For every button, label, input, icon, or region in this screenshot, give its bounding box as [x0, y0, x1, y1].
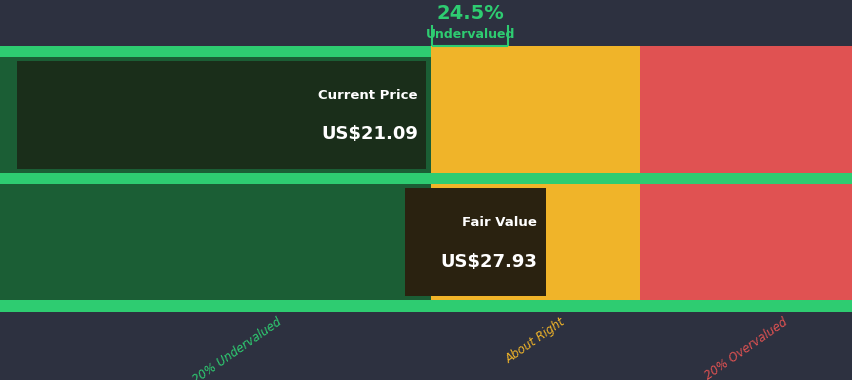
Bar: [430, 57, 639, 173]
Bar: [0, 57, 430, 173]
Text: Undervalued: Undervalued: [425, 28, 515, 41]
Bar: [17, 61, 426, 169]
Bar: [430, 184, 639, 300]
Text: US$21.09: US$21.09: [320, 125, 417, 143]
Text: US$27.93: US$27.93: [440, 253, 537, 271]
Text: 24.5%: 24.5%: [436, 4, 504, 23]
Bar: [430, 46, 639, 57]
Bar: [0, 300, 852, 312]
Bar: [639, 46, 852, 57]
Text: 20% Overvalued: 20% Overvalued: [702, 315, 789, 380]
Bar: [0, 46, 430, 57]
Bar: [405, 188, 545, 296]
Text: 20% Undervalued: 20% Undervalued: [190, 315, 284, 380]
Text: About Right: About Right: [503, 315, 567, 366]
Bar: [639, 57, 852, 173]
Text: Fair Value: Fair Value: [462, 216, 537, 229]
Bar: [639, 184, 852, 300]
Bar: [0, 173, 852, 184]
Bar: [0, 184, 430, 300]
Text: Current Price: Current Price: [318, 89, 417, 102]
